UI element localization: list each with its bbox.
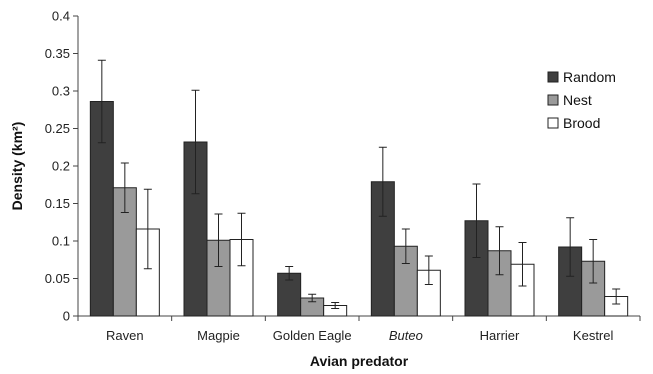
- x-tick-label: Golden Eagle: [273, 328, 352, 343]
- error-bars-group: [97, 59, 621, 309]
- error-bar: [566, 217, 575, 277]
- x-tick-label: Harrier: [480, 328, 520, 343]
- error-bar: [120, 162, 129, 213]
- error-bar: [495, 226, 504, 276]
- y-tick-label: 0.35: [45, 46, 70, 61]
- error-bar: [612, 288, 621, 305]
- error-bar: [518, 242, 527, 287]
- error-bar: [378, 146, 387, 217]
- error-bar: [424, 255, 433, 285]
- legend-label-random: Random: [563, 69, 616, 85]
- y-tick-label: 0.2: [52, 159, 70, 174]
- y-tick-label: 0.4: [52, 9, 70, 24]
- error-bar: [285, 266, 294, 281]
- error-bar: [214, 213, 223, 267]
- error-bar: [589, 239, 598, 284]
- error-bar: [401, 228, 410, 264]
- legend-label-nest: Nest: [563, 92, 592, 108]
- y-tick-label: 0.1: [52, 234, 70, 249]
- y-tick-label: 0: [63, 309, 70, 324]
- legend-label-brood: Brood: [563, 115, 600, 131]
- error-bar: [97, 59, 106, 144]
- x-tick-label: Buteo: [389, 328, 423, 343]
- y-tick-label: 0.25: [45, 121, 70, 136]
- x-tick-label: Kestrel: [573, 328, 614, 343]
- error-bar: [143, 188, 152, 270]
- legend-swatch-random: [547, 71, 559, 83]
- error-bar: [237, 212, 246, 267]
- x-tick-label: Raven: [106, 328, 144, 343]
- legend-swatch-brood: [547, 117, 559, 129]
- y-tick-label: 0.05: [45, 271, 70, 286]
- legend-swatch-nest: [547, 94, 559, 106]
- x-axis: Raven Magpie Golden Eagle Buteo Harrier Kestr…: [77, 315, 641, 343]
- legend: Random Nest Brood: [547, 69, 616, 131]
- x-tick-label: Magpie: [197, 328, 240, 343]
- x-axis-title: Avian predator: [310, 353, 409, 369]
- y-axis-title: Density (km²): [9, 122, 25, 211]
- y-tick-label: 0.15: [45, 196, 70, 211]
- error-bar: [308, 293, 317, 303]
- bars-group: [89, 101, 629, 317]
- error-bar: [472, 183, 481, 258]
- y-tick-label: 0.3: [52, 84, 70, 99]
- error-bar: [191, 89, 200, 195]
- y-axis: 0 0.05 0.1 0.15 0.2 0.25 0.3 0.35 0.4: [45, 9, 79, 324]
- error-bar: [331, 302, 340, 309]
